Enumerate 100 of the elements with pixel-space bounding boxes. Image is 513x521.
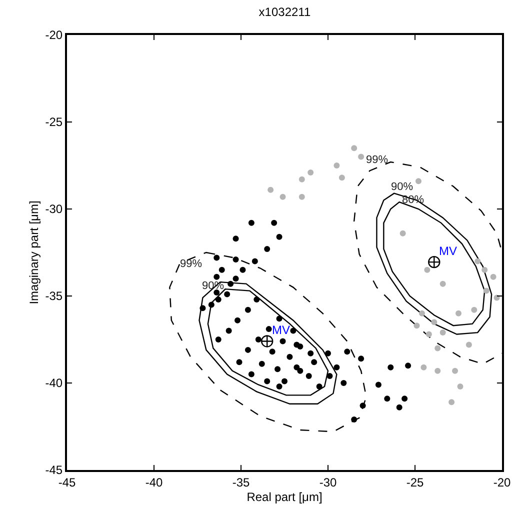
- y-tick-label: -20: [45, 28, 63, 42]
- point: [268, 186, 274, 193]
- point: [215, 336, 222, 342]
- point: [384, 396, 390, 402]
- point: [434, 345, 441, 352]
- point: [414, 322, 420, 329]
- point: [298, 176, 305, 182]
- point: [271, 220, 278, 226]
- point: [252, 258, 258, 264]
- y-tick-label: -45: [45, 463, 63, 478]
- point: [232, 276, 239, 282]
- point: [474, 258, 481, 264]
- point: [298, 194, 305, 200]
- y-tick-label: -40: [45, 376, 63, 390]
- point: [308, 169, 314, 176]
- point: [218, 266, 225, 273]
- point: [297, 368, 304, 374]
- x-tick-label: -25: [406, 475, 424, 490]
- point: [316, 383, 322, 390]
- x-tick-label: -35: [232, 475, 250, 490]
- point: [208, 302, 214, 308]
- point: [234, 317, 241, 324]
- point: [282, 378, 288, 384]
- point: [418, 310, 425, 316]
- point: [224, 291, 230, 298]
- point: [214, 274, 220, 280]
- x-axis-title: Real part [μm]: [246, 490, 322, 504]
- point: [375, 382, 382, 388]
- point: [490, 274, 496, 280]
- point: [232, 236, 239, 242]
- point: [276, 383, 282, 390]
- point: [360, 402, 366, 409]
- point: [240, 266, 246, 273]
- point: [215, 296, 222, 302]
- point: [340, 380, 347, 386]
- point: [264, 378, 270, 384]
- point: [255, 336, 262, 342]
- point: [400, 230, 406, 236]
- point: [244, 306, 251, 313]
- x-tick-label: -20: [493, 475, 511, 490]
- point: [232, 256, 239, 262]
- annotation: MV: [272, 323, 290, 337]
- point: [466, 342, 472, 348]
- point: [358, 154, 364, 160]
- x-tick-label: -30: [319, 475, 337, 490]
- point: [388, 364, 394, 370]
- point: [457, 383, 464, 390]
- y-axis-title: Imaginary part [μm]: [27, 200, 42, 304]
- point: [294, 342, 300, 348]
- point: [334, 162, 340, 168]
- point: [236, 359, 242, 366]
- point: [456, 310, 462, 316]
- point: [244, 346, 251, 353]
- point: [214, 254, 220, 261]
- point: [396, 404, 402, 410]
- point: [428, 256, 440, 268]
- point: [280, 338, 286, 344]
- point: [269, 348, 276, 355]
- x-tick-label: -40: [145, 475, 163, 490]
- annotation: MV: [439, 244, 457, 258]
- point: [334, 364, 340, 370]
- point: [338, 174, 345, 181]
- x-tick-label: -45: [58, 475, 76, 490]
- chart-title: x1032211: [258, 5, 311, 20]
- point: [200, 305, 206, 312]
- point: [274, 366, 281, 372]
- point: [448, 399, 455, 406]
- point: [261, 335, 274, 348]
- point: [431, 319, 438, 326]
- point: [434, 368, 441, 374]
- point: [325, 350, 331, 356]
- point: [426, 331, 432, 338]
- point: [452, 368, 458, 374]
- point: [276, 234, 282, 240]
- point: [358, 356, 364, 362]
- point: [286, 354, 293, 360]
- point: [494, 294, 500, 301]
- y-tick-label: -35: [45, 289, 63, 304]
- point: [351, 145, 358, 152]
- point: [290, 328, 296, 334]
- annotation: 99%: [180, 258, 202, 270]
- point: [344, 348, 350, 355]
- point: [266, 326, 272, 332]
- point: [311, 359, 318, 366]
- point: [228, 280, 234, 287]
- point: [226, 328, 232, 334]
- point: [482, 266, 488, 273]
- point: [405, 362, 412, 369]
- point: [483, 288, 490, 294]
- point: [424, 266, 430, 273]
- annotation: 99%: [366, 154, 388, 166]
- y-tick-label: -30: [45, 202, 63, 216]
- point: [440, 330, 446, 336]
- point: [306, 373, 312, 380]
- point: [415, 178, 422, 184]
- y-tick-label: -25: [45, 115, 63, 130]
- point: [351, 416, 358, 423]
- point: [264, 246, 270, 252]
- point: [248, 220, 254, 226]
- point: [280, 194, 286, 200]
